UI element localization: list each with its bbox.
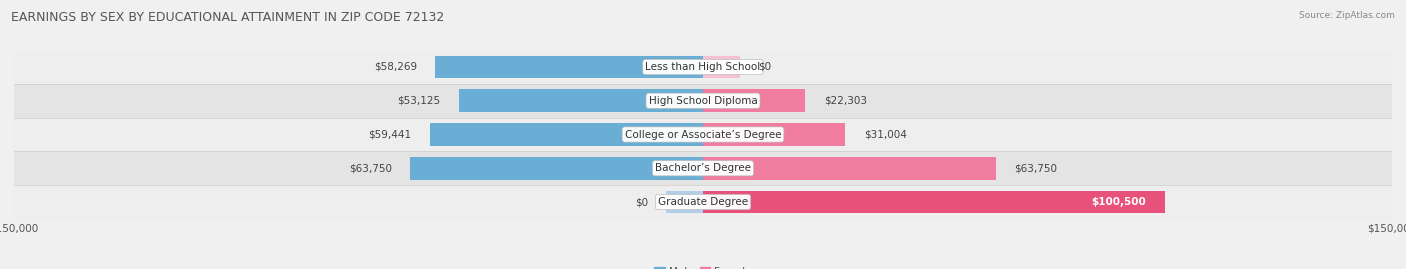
Bar: [703, 55, 740, 79]
Bar: [458, 89, 703, 112]
Bar: [703, 190, 1164, 214]
Text: EARNINGS BY SEX BY EDUCATIONAL ATTAINMENT IN ZIP CODE 72132: EARNINGS BY SEX BY EDUCATIONAL ATTAINMEN…: [11, 11, 444, 24]
Text: Graduate Degree: Graduate Degree: [658, 197, 748, 207]
Text: Source: ZipAtlas.com: Source: ZipAtlas.com: [1299, 11, 1395, 20]
Bar: [14, 84, 1392, 118]
Text: $63,750: $63,750: [1014, 163, 1057, 173]
Text: $0: $0: [758, 62, 772, 72]
Text: $59,441: $59,441: [368, 129, 412, 140]
Text: $0: $0: [634, 197, 648, 207]
Bar: [436, 55, 703, 79]
Text: Bachelor’s Degree: Bachelor’s Degree: [655, 163, 751, 173]
Text: $58,269: $58,269: [374, 62, 418, 72]
Bar: [14, 151, 1392, 185]
Text: $100,500: $100,500: [1091, 197, 1146, 207]
Bar: [411, 157, 703, 180]
Bar: [14, 50, 1392, 84]
Text: $63,750: $63,750: [349, 163, 392, 173]
Bar: [703, 89, 806, 112]
Text: College or Associate’s Degree: College or Associate’s Degree: [624, 129, 782, 140]
Text: Less than High School: Less than High School: [645, 62, 761, 72]
Bar: [703, 157, 995, 180]
Bar: [703, 123, 845, 146]
Legend: Male, Female: Male, Female: [650, 263, 756, 269]
Bar: [430, 123, 703, 146]
Text: $22,303: $22,303: [824, 96, 868, 106]
Text: $53,125: $53,125: [398, 96, 440, 106]
Bar: [14, 118, 1392, 151]
Text: High School Diploma: High School Diploma: [648, 96, 758, 106]
Bar: [666, 190, 703, 214]
Bar: [14, 185, 1392, 219]
Text: $31,004: $31,004: [863, 129, 907, 140]
